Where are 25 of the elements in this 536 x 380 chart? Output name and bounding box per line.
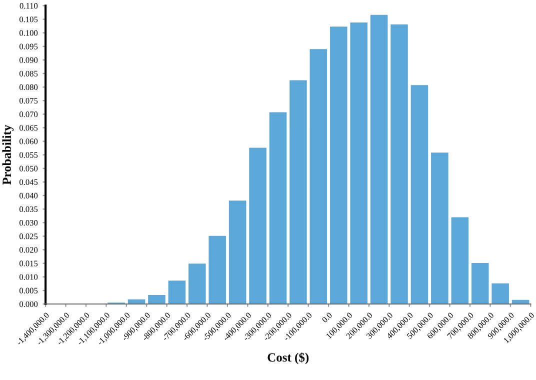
x-axis-title: Cost ($) — [268, 352, 309, 364]
y-tick-label: 0.050 — [19, 166, 38, 172]
y-tick-label: 0.090 — [19, 57, 38, 63]
y-tick-label: 0.045 — [19, 179, 38, 185]
y-tick-label: 0.030 — [19, 220, 38, 226]
y-tick-label: 0.075 — [19, 98, 38, 104]
y-tick-label: 0.005 — [19, 288, 38, 294]
y-tick-label: 0.100 — [19, 30, 38, 36]
y-tick-label: 0.040 — [19, 192, 38, 199]
y-tick-label: 0.085 — [19, 70, 38, 77]
y-tick-label: 0.060 — [19, 138, 38, 144]
y-tick-label: 0.055 — [19, 152, 38, 158]
y-tick-label: 0.010 — [19, 274, 38, 280]
y-tick-label: 0.065 — [19, 125, 38, 131]
y-tick-label: 0.110 — [20, 3, 38, 9]
y-tick-label: 0.025 — [19, 234, 38, 240]
y-tick-label: 0.070 — [19, 112, 38, 118]
y-axis-title: Probability — [2, 124, 14, 185]
y-tick-label: 0.035 — [19, 206, 38, 212]
y-tick-label: 0.000 — [19, 301, 38, 308]
y-tick-label: 0.080 — [19, 84, 38, 90]
y-tick-label: 0.095 — [19, 44, 38, 50]
y-tick-label: 0.020 — [19, 247, 38, 253]
y-tick-label: 0.105 — [19, 16, 38, 22]
y-tick-label: 0.015 — [19, 260, 38, 266]
